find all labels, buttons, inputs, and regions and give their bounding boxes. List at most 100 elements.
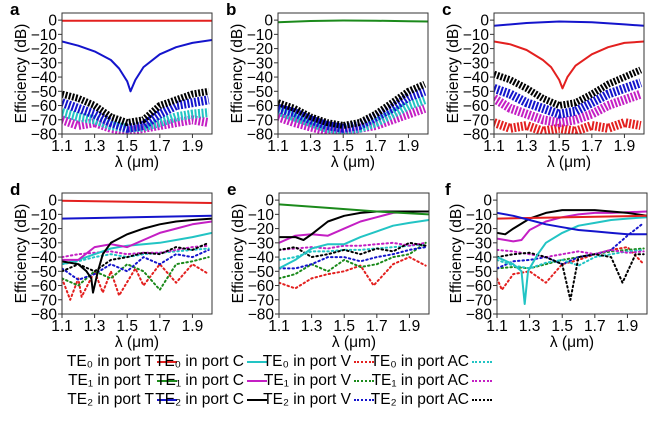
- legend-item: TE₂ in port AC: [371, 390, 492, 409]
- plot-frame: [61, 192, 213, 315]
- series-line-te0-in-port-v: [497, 246, 645, 291]
- series-line-te1-in-port-c: [497, 210, 647, 243]
- series-group: [62, 199, 212, 301]
- y-axis-label: Efficiency (dB): [448, 204, 465, 304]
- series-line-noise-magenta: [278, 104, 427, 134]
- y-tick-label: −30: [247, 55, 274, 72]
- y-tick-label: −50: [247, 84, 274, 101]
- legend-label: TE₂ in port T: [67, 391, 154, 408]
- legend-label: TE₀ in port T: [66, 353, 154, 370]
- x-tick-label: 1.1: [486, 318, 508, 335]
- legend-item: TE₁ in port AC: [372, 371, 492, 390]
- series-line-te0-in-port-c: [497, 216, 647, 305]
- y-tick-label: −10: [31, 207, 58, 224]
- plot-frame: [493, 12, 645, 135]
- y-tick-label: −30: [466, 235, 493, 252]
- series-line-te2-in-port-ac: [497, 251, 645, 301]
- legend-item: TE₂ in port T: [67, 390, 177, 409]
- y-tick-label: −80: [463, 127, 490, 144]
- series-line-te0-in-port-v: [62, 263, 210, 301]
- panel-letter: f: [445, 180, 451, 199]
- series-line-te2-in-port-c: [497, 209, 647, 236]
- plot-frame: [277, 12, 429, 135]
- legend-item: TE₀ in port AC: [370, 352, 492, 371]
- legend-swatch: [472, 379, 492, 382]
- x-tick-label: 1.9: [399, 318, 421, 335]
- y-tick-label: −50: [248, 264, 275, 281]
- y-tick-label: −20: [31, 221, 58, 238]
- legend-swatch: [354, 360, 374, 363]
- legend-swatch: [157, 379, 177, 382]
- series-line-te1-in-port-ac: [497, 248, 645, 259]
- legend-item: TE₀ in port T: [67, 352, 177, 371]
- plot-frame: [61, 12, 213, 135]
- y-tick-label: 0: [48, 193, 57, 210]
- x-tick-label: 1.5: [332, 138, 354, 155]
- panel-letter: e: [227, 180, 236, 199]
- y-tick-label: 0: [483, 193, 492, 210]
- y-tick-label: −40: [31, 250, 58, 267]
- legend-swatch: [472, 398, 492, 401]
- series-line-te2-in-port-c: [278, 80, 427, 129]
- series-line-te0-in-port-ac: [279, 243, 427, 261]
- legend-item: TE₁ in port C: [156, 371, 267, 390]
- series-group: [497, 209, 647, 305]
- y-axis-label: Efficiency (dB): [445, 24, 462, 124]
- y-tick-label: −20: [248, 221, 275, 238]
- y-tick-label: −60: [466, 278, 493, 295]
- panel-letter: b: [226, 0, 236, 19]
- y-tick-label: −60: [463, 98, 490, 115]
- legend-swatch: [247, 360, 267, 363]
- series-line-te0-in-port-c: [62, 231, 212, 266]
- figure: 0−10−20−30−40−50−60−70−801.1 1.3 1.5 1.7 1.9…: [10, 0, 648, 351]
- panel-c: 0−10−20−30−40−50−60−70−801.1 1.3 1.5 1.7 1.9…: [442, 0, 645, 171]
- y-tick-label: −10: [247, 27, 274, 44]
- y-tick-label: −40: [463, 70, 490, 87]
- series-line-te2-noise: [62, 115, 210, 134]
- y-tick-label: −50: [31, 84, 58, 101]
- x-tick-label: 1.9: [614, 138, 636, 155]
- y-tick-label: −50: [466, 264, 493, 281]
- legend-swatch: [247, 379, 267, 382]
- y-tick-label: −30: [31, 55, 58, 72]
- legend-label: TE₀ in port V: [262, 353, 351, 370]
- y-tick-label: −60: [248, 278, 275, 295]
- series-line-te2-in-port-v: [497, 221, 645, 270]
- legend-label: TE₂ in port C: [155, 391, 244, 408]
- legend-swatch: [354, 398, 374, 401]
- series-line-te1-in-port-t: [278, 19, 428, 24]
- x-axis-label: λ (μm): [332, 334, 376, 351]
- x-tick-label: 1.1: [267, 138, 289, 155]
- legend-swatch: [354, 379, 374, 382]
- legend-swatch: [472, 360, 492, 363]
- y-tick-label: −70: [31, 112, 58, 129]
- x-tick-label: 1.5: [551, 318, 573, 335]
- y-tick-label: −80: [247, 127, 274, 144]
- series-line-te0-in-port-t: [62, 199, 212, 204]
- y-tick-label: −30: [248, 235, 275, 252]
- y-tick-label: 0: [480, 13, 489, 30]
- y-tick-label: 0: [264, 13, 273, 30]
- x-tick-label: 1.3: [300, 138, 322, 155]
- y-tick-label: −10: [248, 207, 275, 224]
- y-tick-label: −80: [466, 307, 493, 324]
- panel-e: 0−10−20−30−40−50−60−70−801.1 1.3 1.5 1.7 1.9…: [227, 180, 430, 351]
- series-line-te1-in-port-t: [279, 203, 429, 216]
- legend-item: TE₁ in port T: [68, 371, 177, 390]
- legend-label: TE₀ in port C: [154, 353, 244, 370]
- series-group: [279, 203, 429, 290]
- y-axis-label: Efficiency (dB): [13, 24, 30, 124]
- legend-label: TE₁ in port T: [68, 372, 154, 389]
- series-line-te1-in-port-v: [279, 241, 427, 280]
- legend-swatch: [247, 398, 267, 401]
- series-line-te0-in-port-ac: [497, 248, 645, 270]
- y-tick-label: −80: [31, 307, 58, 324]
- series-line-te2-in-port-c: [494, 66, 643, 109]
- series-line-te2-in-port-t: [62, 39, 212, 93]
- y-tick-label: −40: [247, 70, 274, 87]
- series-line-te2-in-port-t: [494, 20, 644, 27]
- y-axis-label: Efficiency (dB): [13, 204, 30, 304]
- series-line-te1-in-port-c: [279, 210, 429, 244]
- series-line-te2-in-port-t: [62, 214, 212, 220]
